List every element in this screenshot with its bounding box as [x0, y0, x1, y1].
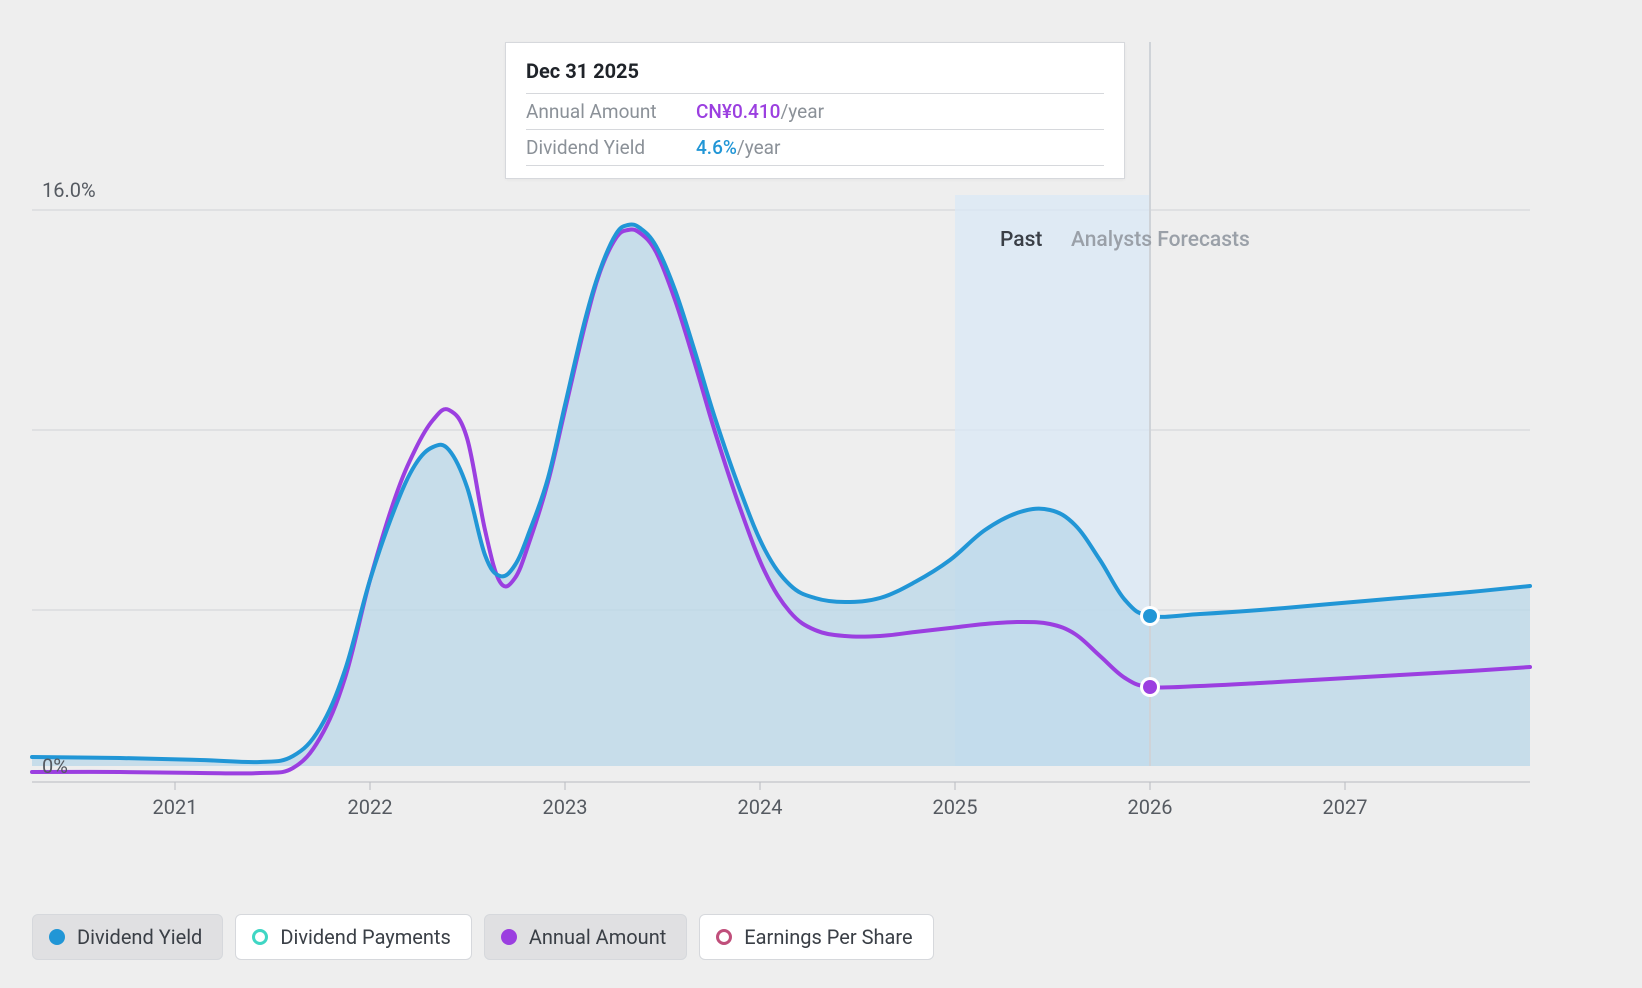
tooltip-row: Dividend Yield4.6%/year — [526, 130, 1104, 166]
legend-item[interactable]: Dividend Yield — [32, 914, 223, 960]
y-axis-label: 16.0% — [42, 178, 96, 202]
legend-swatch-icon — [252, 929, 268, 945]
dividend-yield-area — [32, 224, 1530, 766]
tooltip-unit: /year — [780, 100, 824, 123]
x-axis-label: 2025 — [933, 795, 978, 819]
tooltip-unit: /year — [737, 136, 781, 159]
legend-label: Dividend Payments — [280, 925, 450, 949]
chart-legend: Dividend Yield Dividend Payments Annual Am… — [32, 914, 934, 960]
tooltip-row: Annual AmountCN¥0.410/year — [526, 94, 1104, 130]
legend-item[interactable]: Earnings Per Share — [699, 914, 933, 960]
x-axis-label: 2021 — [153, 795, 198, 819]
legend-label: Earnings Per Share — [744, 925, 912, 949]
legend-label: Dividend Yield — [77, 925, 202, 949]
tooltip-date: Dec 31 2025 — [526, 59, 1104, 94]
x-axis-label: 2023 — [543, 795, 588, 819]
tooltip-key: Dividend Yield — [526, 136, 696, 159]
region-label-past: Past — [1000, 228, 1042, 252]
chart-tooltip: Dec 31 2025 Annual AmountCN¥0.410/yearDi… — [505, 42, 1125, 179]
tooltip-key: Annual Amount — [526, 100, 696, 123]
legend-swatch-icon — [49, 929, 65, 945]
x-axis-label: 2024 — [738, 795, 783, 819]
y-axis-label: 0% — [42, 754, 68, 778]
region-label-forecast: Analysts Forecasts — [1071, 228, 1250, 252]
legend-swatch-icon — [716, 929, 732, 945]
legend-label: Annual Amount — [529, 925, 666, 949]
legend-item[interactable]: Annual Amount — [484, 914, 687, 960]
x-axis-label: 2027 — [1323, 795, 1368, 819]
x-axis-label: 2026 — [1128, 795, 1173, 819]
dividend-chart: 0% 16.0% 2021 2022 2023 2024 2025 2026 2027 Pas… — [0, 0, 1642, 988]
legend-item[interactable]: Dividend Payments — [235, 914, 471, 960]
x-axis-label: 2022 — [348, 795, 393, 819]
legend-swatch-icon — [501, 929, 517, 945]
tooltip-value: CN¥0.410 — [696, 100, 780, 123]
tooltip-value: 4.6% — [696, 136, 737, 159]
